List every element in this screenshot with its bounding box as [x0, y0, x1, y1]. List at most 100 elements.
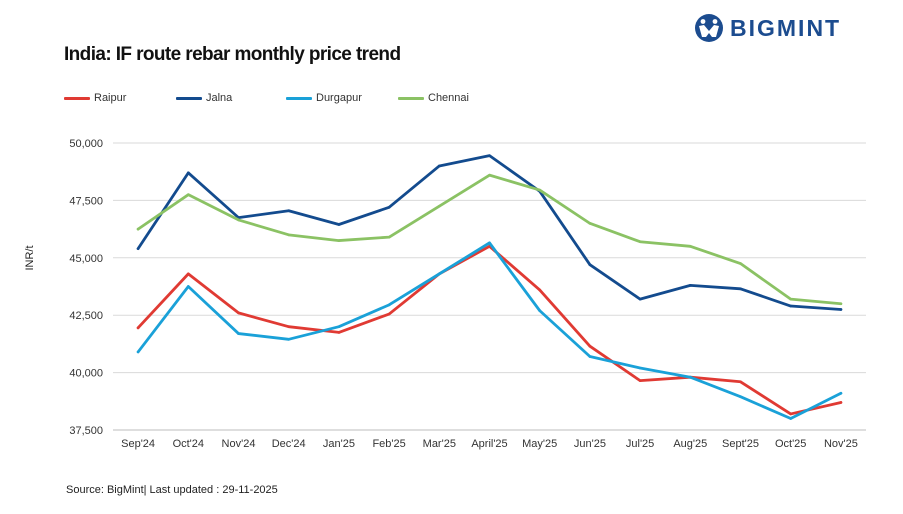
data-point-durgapur	[136, 350, 140, 354]
data-point-raipur	[538, 288, 541, 292]
series-lines	[136, 154, 843, 420]
data-point-raipur	[187, 272, 190, 276]
legend-item-jalna[interactable]: Jalna	[176, 92, 286, 104]
data-point-chennai	[387, 235, 391, 239]
data-point-jalna	[789, 304, 792, 308]
y-tick-label: 47,500	[69, 195, 103, 207]
data-point-durgapur	[337, 325, 341, 328]
y-tick-label: 40,000	[69, 368, 103, 380]
y-tick-labels: 37,500 40,000 42,500 45,000 47,500 50,000	[69, 138, 103, 437]
data-point-jalna	[689, 284, 692, 287]
legend-swatch-jalna	[176, 96, 202, 100]
x-tick-label: Sept'25	[722, 438, 759, 450]
series-line-jalna[interactable]	[136, 154, 843, 311]
x-tick-label: Mar'25	[423, 438, 456, 450]
legend-label-durgapur: Durgapur	[316, 92, 362, 104]
x-tick-label: Feb'25	[372, 438, 405, 450]
gridlines	[113, 142, 866, 431]
data-point-jalna	[488, 154, 491, 157]
data-point-jalna	[839, 308, 843, 311]
data-point-raipur	[337, 331, 341, 334]
chart-legend: Raipur Jalna Durgapur Chennai	[64, 92, 508, 104]
x-tick-label: Sep'24	[121, 438, 155, 450]
data-point-durgapur	[638, 366, 642, 370]
series-line-raipur[interactable]	[136, 244, 843, 416]
x-tick-label: April'25	[471, 438, 507, 450]
data-point-chennai	[588, 222, 592, 225]
data-point-durgapur	[739, 395, 742, 399]
x-tick-labels: Sep'24 Oct'24 Nov'24 Dec'24 Jan'25 Feb'25 Mar'…	[121, 438, 858, 450]
data-point-durgapur	[187, 285, 190, 288]
legend-item-raipur[interactable]: Raipur	[64, 92, 176, 104]
data-point-jalna	[136, 247, 140, 250]
legend-swatch-raipur	[64, 96, 90, 100]
data-point-jalna	[588, 263, 592, 266]
data-point-raipur	[588, 344, 592, 348]
data-point-durgapur	[438, 272, 441, 276]
x-tick-label: Nov'24	[222, 438, 256, 450]
data-point-jalna	[287, 209, 291, 213]
data-point-durgapur	[839, 391, 843, 395]
data-point-raipur	[638, 379, 642, 382]
x-tick-label: Oct'24	[173, 438, 204, 450]
y-tick-label: 42,500	[69, 310, 103, 322]
x-tick-label: Nov'25	[824, 438, 858, 450]
data-point-chennai	[187, 193, 190, 196]
data-point-chennai	[638, 240, 642, 244]
data-point-raipur	[237, 311, 240, 315]
x-tick-label: Dec'24	[272, 438, 306, 450]
data-point-chennai	[789, 297, 792, 301]
x-tick-label: May'25	[522, 438, 557, 450]
x-tick-label: Jan'25	[323, 438, 355, 450]
data-point-raipur	[739, 380, 742, 384]
y-tick-label: 50,000	[69, 138, 103, 150]
series-durgapur	[136, 241, 843, 420]
legend-swatch-chennai	[398, 96, 424, 100]
data-point-durgapur	[387, 303, 391, 307]
data-point-raipur	[387, 312, 391, 316]
legend-swatch-durgapur	[286, 96, 312, 100]
legend-label-chennai: Chennai	[428, 92, 469, 104]
data-point-jalna	[337, 223, 341, 226]
data-point-jalna	[187, 171, 190, 175]
legend-item-durgapur[interactable]: Durgapur	[286, 92, 398, 104]
data-point-raipur	[789, 412, 792, 416]
data-point-durgapur	[588, 355, 592, 358]
series-chennai	[136, 173, 843, 306]
x-tick-label: Jun'25	[574, 438, 606, 450]
data-point-chennai	[839, 302, 843, 306]
data-point-chennai	[488, 173, 491, 177]
bigmint-logo-icon	[695, 14, 723, 42]
y-tick-label: 37,500	[69, 425, 103, 437]
line-chart: 37,500 40,000 42,500 45,000 47,500 50,000 Sep…	[69, 138, 866, 450]
data-point-jalna	[638, 297, 642, 301]
brand-name: BIGMINT	[730, 14, 842, 41]
data-point-jalna	[739, 287, 742, 291]
data-point-chennai	[739, 262, 742, 265]
legend-label-raipur: Raipur	[94, 92, 127, 104]
data-point-chennai	[337, 239, 341, 242]
data-point-raipur	[136, 326, 140, 330]
x-tick-label: Oct'25	[775, 438, 806, 450]
data-point-chennai	[438, 204, 441, 208]
series-jalna	[136, 154, 843, 311]
data-point-chennai	[287, 233, 291, 237]
chart-title: India: IF route rebar monthly price tren…	[64, 44, 401, 65]
data-point-jalna	[438, 164, 441, 168]
legend-item-chennai[interactable]: Chennai	[398, 92, 508, 104]
data-point-durgapur	[689, 375, 692, 379]
data-point-raipur	[287, 325, 291, 328]
series-raipur	[136, 244, 843, 416]
data-point-chennai	[689, 245, 692, 248]
series-line-chennai[interactable]	[136, 173, 843, 306]
data-point-durgapur	[538, 309, 541, 312]
series-line-durgapur[interactable]	[136, 241, 843, 420]
data-point-durgapur	[789, 417, 792, 420]
data-point-jalna	[387, 205, 391, 209]
x-tick-label: Jul'25	[626, 438, 654, 450]
source-note: Source: BigMint| Last updated : 29-11-20…	[66, 484, 278, 496]
x-tick-label: Aug'25	[673, 438, 707, 450]
data-point-durgapur	[488, 241, 491, 245]
data-point-durgapur	[287, 338, 291, 341]
data-point-chennai	[136, 227, 140, 231]
